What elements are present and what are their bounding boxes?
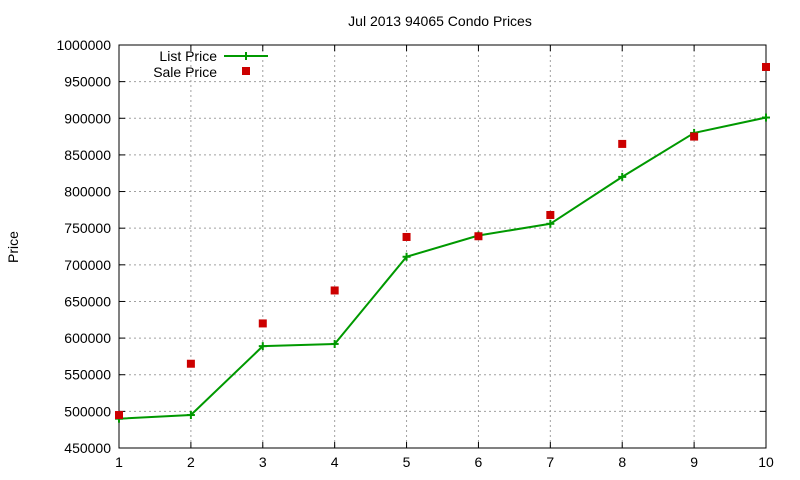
y-tick-label: 500000	[64, 403, 111, 419]
y-tick-label: 750000	[64, 220, 111, 236]
grid-lines	[119, 45, 766, 448]
sale-price-point	[546, 210, 555, 219]
x-tick-label: 9	[690, 454, 698, 470]
list-price-point	[546, 219, 555, 228]
y-tick-label: 950000	[64, 74, 111, 90]
list-price-point	[402, 252, 411, 261]
list-price-point	[258, 342, 267, 351]
y-tick-label: 450000	[64, 440, 111, 456]
sale-price-point	[690, 132, 699, 141]
list-price-point	[330, 339, 339, 348]
sale-price-point	[402, 232, 411, 241]
plot-frame	[118, 44, 767, 449]
y-tick-label: 900000	[64, 110, 111, 126]
sale-price-point	[762, 62, 770, 71]
y-axis-label: Price	[5, 231, 21, 263]
legend: List Price Sale Price	[153, 48, 268, 80]
sale-price-point	[330, 286, 339, 295]
x-tick-label: 10	[758, 454, 774, 470]
x-tick-label: 2	[187, 454, 195, 470]
y-tick-label: 700000	[64, 257, 111, 273]
x-tick-label: 5	[403, 454, 411, 470]
axis-ticks: 450000 500000 550000 600000 650000 700000 7500…	[56, 37, 774, 470]
legend-label-list-price: List Price	[159, 48, 217, 64]
list-price-point	[186, 411, 195, 420]
y-tick-label: 1000000	[56, 37, 111, 53]
y-tick-label: 600000	[64, 330, 111, 346]
list-price-point	[762, 113, 770, 122]
sale-price-point	[115, 411, 123, 420]
y-tick-label: 550000	[64, 367, 111, 383]
legend-swatch-list-price-marker	[242, 52, 250, 60]
sale-price-point	[618, 139, 627, 148]
list-price-point	[618, 172, 627, 181]
x-tick-label: 1	[115, 454, 123, 470]
sale-price-point	[474, 232, 483, 241]
chart-title: Jul 2013 94065 Condo Prices	[348, 13, 532, 29]
legend-label-sale-price: Sale Price	[153, 64, 217, 80]
x-tick-label: 7	[546, 454, 554, 470]
x-tick-label: 3	[259, 454, 267, 470]
x-tick-label: 4	[331, 454, 339, 470]
y-tick-label: 650000	[64, 293, 111, 309]
list-price-line	[118, 116, 767, 420]
x-tick-label: 6	[475, 454, 483, 470]
series-layer	[115, 62, 770, 423]
sale-price-point	[258, 319, 267, 328]
legend-swatch-sale-price	[242, 67, 250, 75]
y-tick-label: 800000	[64, 184, 111, 200]
sale-price-point	[186, 359, 195, 368]
y-tick-label: 850000	[64, 147, 111, 163]
x-tick-label: 8	[618, 454, 626, 470]
